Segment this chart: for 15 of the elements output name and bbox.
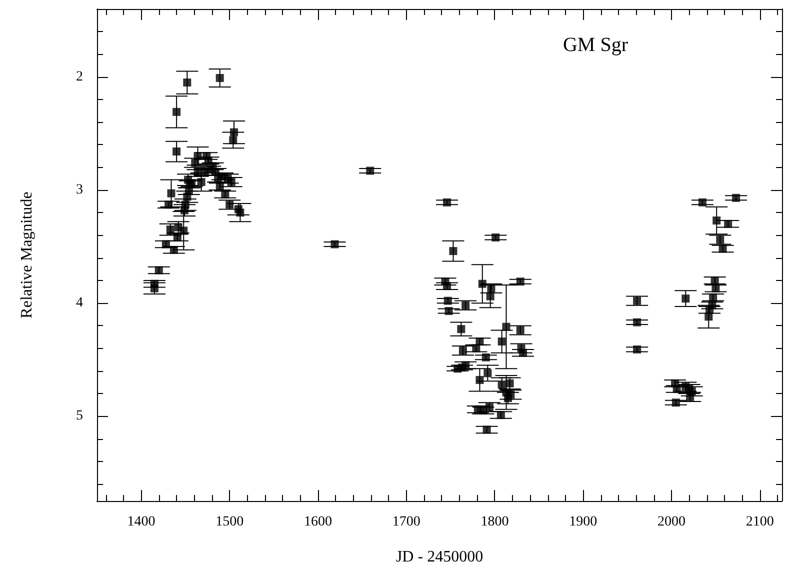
- x-tick-label: 1600: [304, 514, 332, 530]
- x-tick-label: 1500: [216, 514, 244, 530]
- x-tick-label: 1800: [480, 514, 509, 530]
- y-axis-title: Relative Magnitude: [18, 192, 36, 318]
- y-tick-label: 4: [76, 296, 83, 311]
- text: GM Sgr: [562, 34, 628, 56]
- x-axis-title: JD - 2450000: [396, 548, 484, 566]
- y-tick-label: 2: [76, 69, 83, 84]
- x-tick-label: 1900: [569, 514, 598, 530]
- x-tick-label: 2000: [658, 514, 686, 530]
- y-tick-label: 3: [76, 182, 83, 198]
- x-tick-label: 1700: [392, 514, 420, 530]
- x-tick-label: 1400: [127, 514, 156, 530]
- y-tick-label: 5: [76, 408, 83, 424]
- x-tick-label: 2100: [746, 514, 774, 530]
